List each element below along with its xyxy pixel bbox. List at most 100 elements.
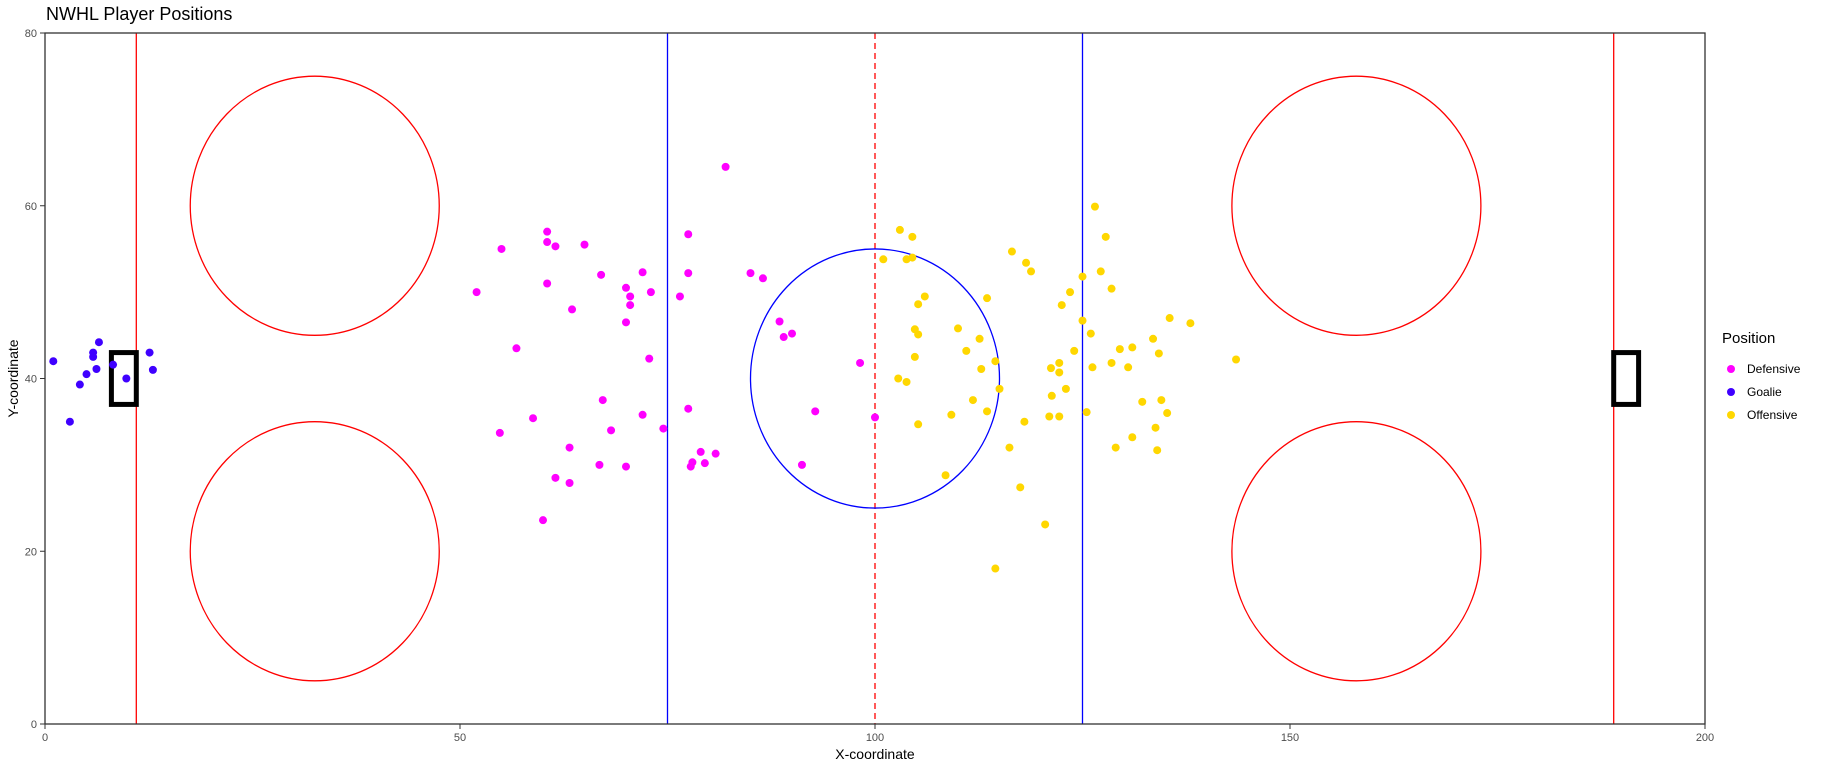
point-defensive bbox=[646, 288, 655, 297]
point-offensive bbox=[902, 377, 911, 386]
rink-markings bbox=[108, 33, 1642, 724]
point-defensive bbox=[595, 460, 604, 469]
point-defensive bbox=[659, 424, 668, 433]
axes: 0 50 100 150 200 0 20 40 60 80 bbox=[25, 28, 1714, 744]
point-defensive bbox=[597, 270, 606, 279]
point-offensive bbox=[1045, 412, 1054, 421]
point-defensive bbox=[811, 407, 820, 416]
point-goalie bbox=[109, 360, 118, 369]
point-offensive bbox=[1107, 358, 1116, 367]
faceoff-circle bbox=[189, 421, 440, 682]
point-defensive bbox=[472, 288, 481, 297]
point-offensive bbox=[954, 324, 962, 333]
point-defensive bbox=[622, 462, 630, 471]
point-offensive bbox=[968, 396, 977, 405]
point-defensive bbox=[779, 333, 788, 342]
point-defensive bbox=[622, 283, 630, 292]
point-offensive bbox=[1055, 358, 1064, 367]
point-offensive bbox=[1163, 409, 1172, 418]
point-offensive bbox=[1046, 364, 1055, 373]
point-offensive bbox=[908, 232, 917, 241]
goal-net bbox=[108, 350, 139, 407]
point-offensive bbox=[1005, 443, 1014, 452]
point-defensive bbox=[856, 358, 865, 367]
point-offensive bbox=[1232, 355, 1241, 364]
point-defensive bbox=[638, 410, 647, 419]
point-defensive bbox=[543, 227, 552, 236]
point-defensive bbox=[775, 317, 784, 326]
point-offensive bbox=[1078, 272, 1087, 281]
point-offensive bbox=[1111, 443, 1120, 452]
point-offensive bbox=[1157, 396, 1166, 405]
point-offensive bbox=[962, 346, 971, 355]
point-offensive bbox=[1022, 258, 1031, 267]
goal-net bbox=[1611, 350, 1642, 407]
legend-swatch-defensive bbox=[1727, 364, 1735, 373]
point-defensive bbox=[512, 344, 521, 353]
legend-label-offensive: Offensive bbox=[1747, 407, 1798, 422]
point-offensive bbox=[1090, 202, 1099, 211]
x-tick-label: 0 bbox=[42, 732, 48, 744]
point-defensive bbox=[700, 459, 709, 468]
point-offensive bbox=[908, 253, 917, 262]
point-offensive bbox=[1070, 346, 1079, 355]
point-offensive bbox=[879, 255, 888, 264]
point-defensive bbox=[746, 269, 755, 278]
x-axis-label: X-coordinate bbox=[835, 746, 915, 762]
point-offensive bbox=[914, 330, 923, 339]
point-defensive bbox=[684, 269, 693, 278]
point-defensive bbox=[684, 404, 693, 413]
faceoff-circle bbox=[189, 75, 440, 336]
point-defensive bbox=[568, 305, 577, 314]
legend-item-goalie: Goalie bbox=[1722, 380, 1800, 403]
point-defensive bbox=[543, 238, 552, 247]
point-offensive bbox=[1088, 363, 1097, 372]
point-defensive bbox=[758, 274, 767, 283]
point-defensive bbox=[675, 292, 684, 301]
point-defensive bbox=[607, 426, 616, 435]
point-offensive bbox=[1124, 363, 1133, 372]
point-offensive bbox=[1061, 384, 1070, 393]
legend: Position Defensive Goalie Offensive bbox=[1722, 330, 1800, 426]
point-goalie bbox=[75, 380, 84, 389]
legend-item-offensive: Offensive bbox=[1722, 403, 1800, 426]
y-tick-label: 0 bbox=[31, 719, 37, 731]
point-offensive bbox=[1047, 391, 1056, 400]
point-goalie bbox=[49, 357, 58, 366]
legend-title: Position bbox=[1722, 330, 1776, 347]
point-goalie bbox=[89, 348, 98, 357]
y-tick-label: 80 bbox=[25, 28, 37, 40]
legend-swatch-offensive bbox=[1727, 410, 1735, 419]
faceoff-circle bbox=[1231, 421, 1482, 682]
point-offensive bbox=[1027, 267, 1036, 276]
chart-title: NWHL Player Positions bbox=[46, 4, 233, 24]
point-defensive bbox=[688, 458, 697, 467]
point-offensive bbox=[1186, 319, 1195, 328]
point-offensive bbox=[1128, 433, 1137, 442]
point-defensive bbox=[543, 279, 552, 288]
data-points bbox=[49, 162, 1241, 573]
point-offensive bbox=[894, 374, 903, 383]
point-offensive bbox=[1055, 412, 1064, 421]
point-offensive bbox=[1016, 483, 1025, 492]
point-defensive bbox=[551, 242, 560, 251]
point-offensive bbox=[1151, 423, 1160, 432]
y-tick-label: 20 bbox=[25, 546, 37, 558]
faceoff-circle bbox=[1231, 75, 1482, 336]
point-goalie bbox=[92, 364, 101, 373]
legend-label-goalie: Goalie bbox=[1747, 384, 1782, 399]
y-axis-label: Y-coordinate bbox=[5, 339, 21, 417]
point-offensive bbox=[1165, 314, 1174, 323]
point-defensive bbox=[551, 473, 560, 482]
point-defensive bbox=[696, 447, 705, 456]
point-goalie bbox=[82, 370, 91, 379]
point-goalie bbox=[94, 338, 103, 347]
point-offensive bbox=[1055, 368, 1064, 377]
point-defensive bbox=[565, 443, 574, 452]
point-offensive bbox=[1149, 334, 1158, 343]
point-offensive bbox=[1101, 232, 1110, 241]
point-defensive bbox=[580, 240, 589, 249]
legend-item-defensive: Defensive bbox=[1722, 357, 1800, 380]
point-offensive bbox=[1115, 345, 1124, 354]
point-offensive bbox=[914, 300, 923, 309]
